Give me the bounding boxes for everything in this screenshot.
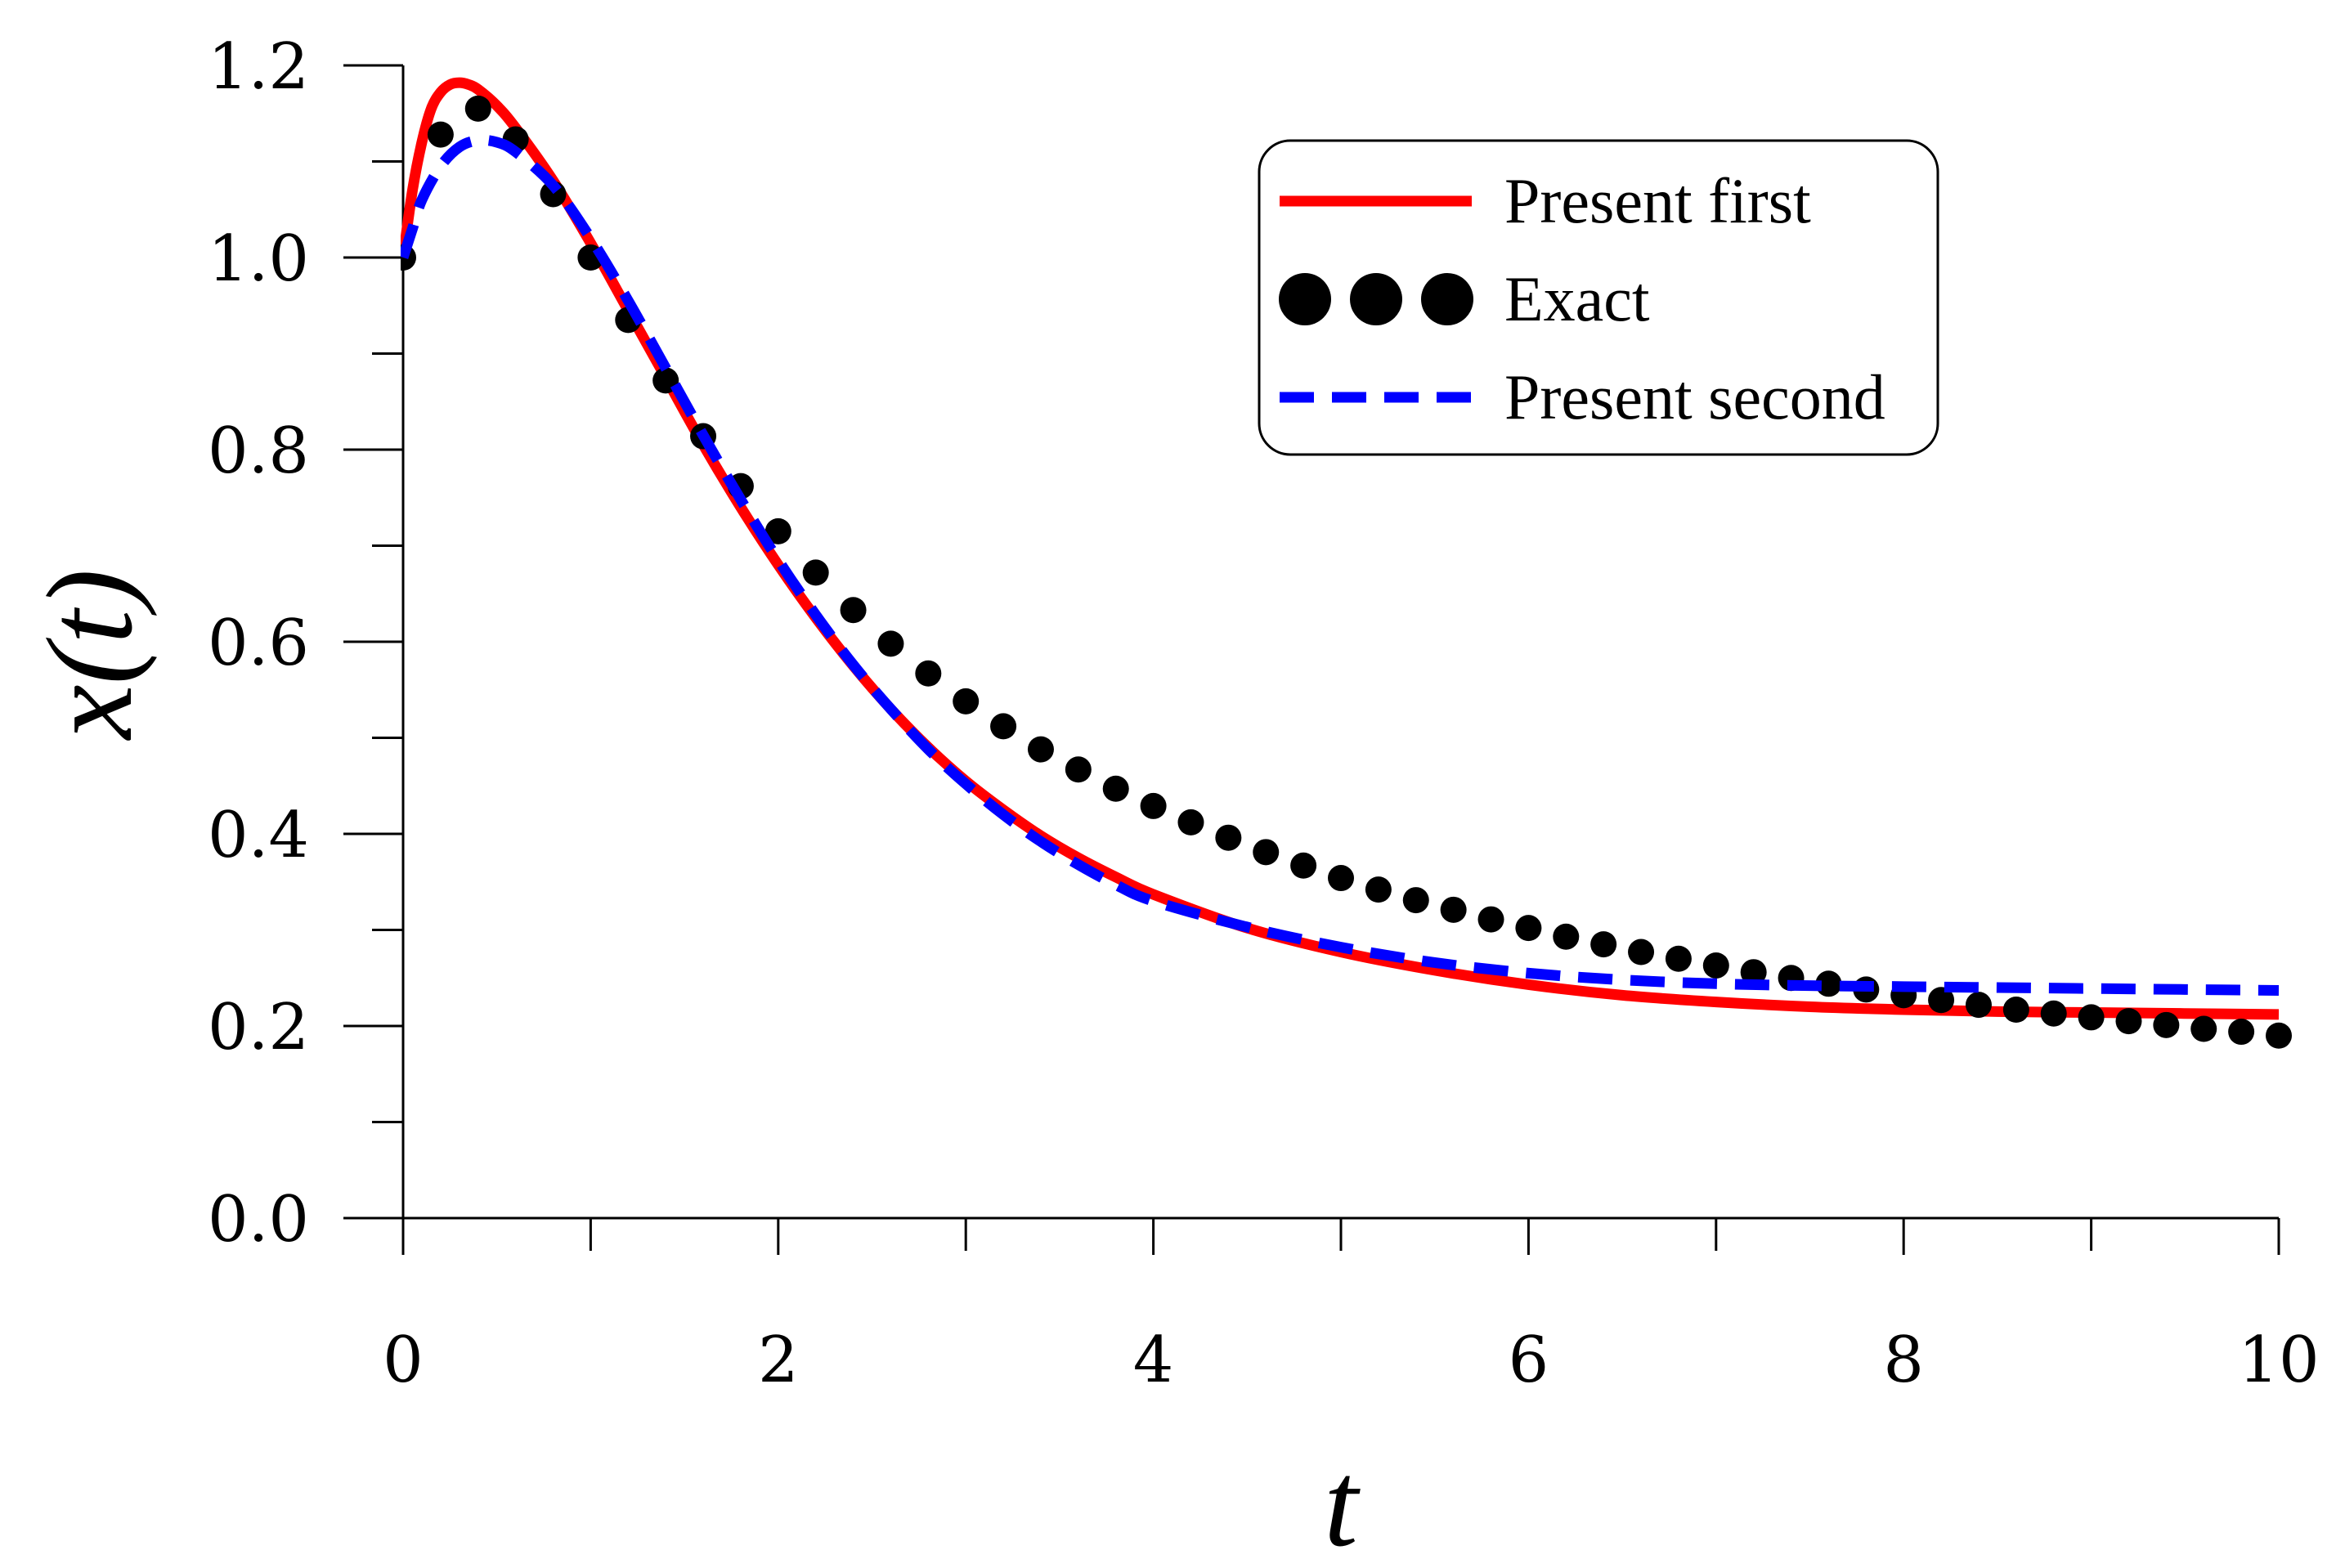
y-tick-label: 0.0: [208, 1183, 309, 1257]
x-tick-label: 2: [758, 1324, 799, 1397]
data-point-exact: [1290, 852, 1317, 879]
y-tick-label: 0.4: [208, 799, 309, 872]
series-line-present-second: [401, 134, 2280, 997]
data-point-exact: [953, 688, 980, 715]
legend-label-exact: Exact: [1504, 263, 1650, 334]
data-point-exact: [2115, 1008, 2142, 1035]
data-point-exact: [1590, 931, 1617, 958]
legend-label-present-second: Present second: [1504, 361, 1885, 432]
data-point-exact: [1440, 896, 1467, 923]
data-point-exact: [1365, 876, 1392, 903]
data-point-exact: [427, 121, 454, 148]
data-point-exact: [1515, 915, 1542, 942]
data-point-exact: [1928, 987, 1955, 1014]
x-tick-label: 0: [383, 1324, 424, 1397]
data-point-exact: [1628, 939, 1655, 965]
data-point-exact: [1965, 992, 1992, 1019]
data-point-exact: [2228, 1019, 2255, 1046]
data-point-exact: [764, 517, 791, 544]
data-point-exact: [1065, 756, 1092, 783]
data-point-exact: [1177, 809, 1204, 836]
legend-label-present-first: Present first: [1504, 165, 1811, 236]
y-axis-title-variable: t: [22, 607, 158, 644]
data-point-exact: [877, 630, 904, 657]
data-point-exact: [802, 559, 829, 586]
data-point-exact: [1140, 792, 1167, 819]
data-point-exact: [2002, 997, 2029, 1024]
y-tick-label: 0.6: [208, 607, 309, 680]
y-tick-label: 0.2: [208, 991, 309, 1064]
data-point-exact: [1740, 959, 1767, 986]
data-point-exact: [1402, 887, 1429, 914]
legend-marker-exact-3: [1421, 273, 1473, 325]
x-tick-label: 4: [1133, 1324, 1174, 1397]
data-point-exact: [1328, 865, 1354, 892]
data-point-exact: [464, 95, 491, 122]
data-point-exact: [1027, 736, 1054, 763]
data-point-exact: [1702, 952, 1729, 979]
data-point-exact: [915, 660, 942, 687]
data-point-exact: [1102, 775, 1129, 802]
x-axis-title: t: [1324, 1436, 1361, 1568]
y-axis-title-close: ): [22, 569, 158, 616]
data-point-exact: [1253, 839, 1280, 866]
y-axis-title-base: x(: [22, 638, 158, 741]
data-point-exact: [840, 597, 867, 624]
data-point-exact: [990, 713, 1017, 740]
x-axis-ticks: 0 2 4 6 8 10: [383, 1218, 2320, 1397]
legend-marker-exact-1: [1279, 273, 1331, 325]
y-axis-ticks: 0.0 0.2 0.4 0.6 0.8 1.0 1.2: [208, 30, 403, 1257]
legend-marker-exact-2: [1350, 273, 1402, 325]
data-point-exact: [1815, 970, 1842, 997]
legend-box: [1258, 139, 1939, 456]
legend: Present first Exact Present second: [1258, 139, 1939, 456]
data-point-exact: [2078, 1004, 2105, 1031]
data-point-exact: [2153, 1011, 2180, 1038]
series-line-present-first: [401, 77, 2280, 1020]
y-tick-label: 1.2: [208, 30, 309, 104]
data-point-exact: [1665, 945, 1692, 972]
x-tick-label: 10: [2238, 1324, 2319, 1397]
y-tick-label: 0.8: [208, 414, 309, 488]
data-point-exact: [2266, 1022, 2292, 1049]
x-tick-label: 6: [1509, 1324, 1549, 1397]
data-point-exact: [1553, 923, 1580, 950]
x-tick-label: 8: [1883, 1324, 1924, 1397]
data-point-exact: [2040, 1000, 2067, 1027]
y-tick-label: 1.0: [208, 222, 309, 296]
data-point-exact: [2190, 1015, 2217, 1042]
data-point-exact: [1477, 906, 1504, 933]
y-axis-title: x(t): [22, 569, 158, 741]
data-point-exact: [1215, 824, 1242, 851]
plot-area: [401, 77, 2292, 1049]
